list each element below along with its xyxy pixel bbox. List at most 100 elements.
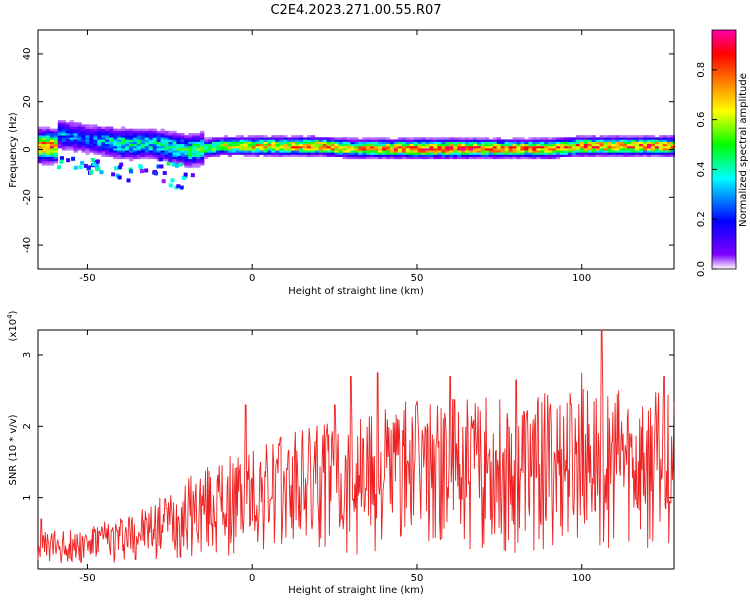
heatmap-cell <box>306 139 312 142</box>
snr-x-label: Height of straight line (km) <box>288 585 424 596</box>
colorbar-tick-label: 0.8 <box>696 62 707 78</box>
heatmap-cell <box>227 150 233 153</box>
heatmap-cell <box>445 148 450 151</box>
heatmap-cell <box>393 154 399 157</box>
heatmap-cell <box>101 141 106 145</box>
heatmap-cell <box>109 148 114 151</box>
heatmap-cell <box>117 128 122 132</box>
heatmap-cell <box>453 143 458 147</box>
heatmap-cell <box>476 143 482 147</box>
heatmap-cell <box>512 152 517 155</box>
heatmap-cell <box>500 145 505 149</box>
heatmap-cell <box>559 139 565 142</box>
heatmap-cell <box>480 143 486 147</box>
heatmap-cell <box>465 152 470 155</box>
snr-series-line <box>37 329 675 564</box>
heatmap-cell <box>425 156 430 160</box>
heatmap-cell <box>65 130 70 134</box>
heatmap-cell <box>45 139 51 142</box>
heatmap-cell <box>556 143 561 147</box>
heatmap-cell <box>595 139 600 142</box>
heatmap-cell <box>251 135 256 138</box>
heatmap-cell <box>267 143 272 147</box>
heatmap-cell <box>160 139 165 142</box>
heatmap-cell <box>492 150 498 153</box>
heatmap-cell <box>113 135 118 138</box>
heatmap-cell <box>208 152 213 155</box>
heatmap-cell <box>666 154 672 157</box>
heatmap-cell <box>295 152 300 155</box>
heatmap-cell <box>480 152 486 155</box>
heatmap-cell <box>631 135 636 138</box>
heatmap-cell <box>41 160 47 164</box>
heatmap-cell <box>654 143 660 147</box>
heatmap-cell <box>298 143 304 147</box>
heatmap-cell <box>433 145 438 149</box>
heatmap-cell <box>97 145 102 149</box>
heatmap-cell <box>382 141 387 145</box>
heatmap-cell <box>662 143 668 147</box>
heatmap-cell <box>472 156 478 160</box>
heatmap-cell <box>196 141 201 145</box>
heatmap-cell <box>180 135 185 138</box>
heatmap-cell <box>136 156 142 160</box>
heatmap-cell <box>358 154 363 157</box>
heatmap-cell <box>425 145 430 149</box>
heatmap-cell <box>77 135 82 138</box>
heatmap-cell <box>105 128 110 132</box>
heatmap-cell <box>235 150 240 153</box>
heatmap-cell <box>567 139 573 142</box>
heatmap-cell <box>69 135 74 138</box>
heatmap-cell <box>556 139 561 142</box>
heatmap-cell <box>437 148 442 151</box>
heatmap-cell <box>180 145 185 149</box>
heatmap-cell <box>211 152 217 155</box>
heatmap-cell <box>524 145 529 149</box>
heatmap-cell <box>117 154 122 157</box>
heatmap-cell <box>322 141 327 145</box>
heatmap-cell <box>287 139 292 142</box>
heatmap-cell <box>271 152 276 155</box>
heatmap-cell <box>595 154 600 157</box>
heatmap-cell <box>374 143 379 147</box>
heatmap-cell <box>480 148 486 151</box>
heatmap-cell <box>45 141 51 145</box>
heatmap-cell <box>619 154 624 157</box>
heatmap-cell <box>338 137 343 140</box>
heatmap-cell <box>298 150 304 153</box>
heatmap-cell <box>41 126 47 130</box>
heatmap-cell <box>172 150 177 153</box>
heatmap-cell <box>370 152 375 155</box>
heatmap-cell <box>607 135 612 138</box>
heatmap-cell <box>429 145 434 149</box>
heatmap-cell <box>227 143 233 147</box>
heatmap-cell <box>41 133 47 136</box>
heatmap-cell <box>53 156 59 160</box>
heatmap-cell <box>168 157 173 162</box>
heatmap-cell <box>322 154 327 157</box>
heatmap-cell <box>180 148 185 151</box>
heatmap-cell <box>635 139 640 142</box>
heatmap-cell <box>132 139 138 142</box>
heatmap-cell <box>302 148 308 151</box>
heatmap-cell <box>342 148 347 151</box>
heatmap-cell <box>646 139 652 142</box>
heatmap-cell <box>53 130 59 134</box>
heatmap-cell <box>302 154 308 157</box>
heatmap-cell <box>536 150 541 153</box>
heatmap-cell <box>603 139 608 142</box>
heatmap-cell <box>623 152 628 155</box>
heatmap-cell <box>255 152 260 155</box>
heatmap-cell <box>61 139 66 142</box>
heatmap-cell <box>93 139 98 142</box>
heatmap-cell <box>639 137 644 140</box>
heatmap-cell <box>61 128 66 132</box>
heatmap-cell <box>496 152 501 155</box>
heatmap-cell <box>354 145 359 149</box>
heatmap-cell <box>544 148 549 151</box>
heatmap-cell <box>476 154 482 157</box>
heatmap-cell <box>196 137 201 140</box>
heatmap-cell <box>200 156 205 160</box>
heatmap-cell <box>326 152 331 155</box>
heatmap-cell <box>295 139 300 142</box>
